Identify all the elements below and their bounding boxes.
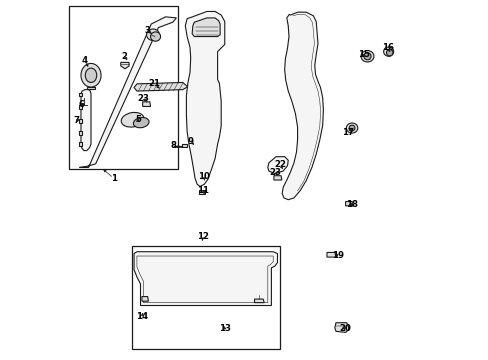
Text: 15: 15 — [357, 50, 369, 59]
Text: 3: 3 — [143, 26, 150, 35]
Text: 20: 20 — [339, 324, 351, 333]
Text: 8: 8 — [170, 141, 176, 150]
Ellipse shape — [81, 63, 101, 87]
Polygon shape — [182, 144, 187, 147]
Text: 9: 9 — [187, 137, 193, 146]
Polygon shape — [345, 202, 352, 206]
Polygon shape — [86, 87, 95, 89]
Polygon shape — [134, 252, 277, 306]
Text: 19: 19 — [331, 251, 343, 260]
Ellipse shape — [346, 123, 357, 133]
Text: 23: 23 — [269, 168, 281, 177]
Polygon shape — [79, 119, 81, 123]
Polygon shape — [79, 131, 81, 135]
Polygon shape — [273, 176, 281, 180]
Polygon shape — [79, 105, 81, 109]
Text: 4: 4 — [81, 56, 88, 65]
Text: 22: 22 — [274, 161, 286, 170]
Text: 18: 18 — [346, 200, 357, 209]
Text: 7: 7 — [73, 116, 79, 125]
Text: 16: 16 — [381, 43, 393, 52]
Text: 12: 12 — [196, 232, 208, 241]
Text: 2: 2 — [121, 52, 127, 61]
Ellipse shape — [363, 53, 370, 60]
Polygon shape — [142, 102, 150, 107]
Text: 1: 1 — [110, 174, 116, 183]
Ellipse shape — [360, 50, 373, 62]
Text: 21: 21 — [148, 80, 160, 89]
Polygon shape — [134, 82, 187, 91]
Text: 11: 11 — [197, 185, 209, 194]
Polygon shape — [79, 93, 81, 96]
Polygon shape — [254, 299, 264, 303]
Ellipse shape — [150, 32, 160, 41]
Polygon shape — [80, 17, 176, 167]
Ellipse shape — [133, 117, 149, 128]
Text: 13: 13 — [218, 324, 230, 333]
Polygon shape — [192, 18, 220, 37]
Polygon shape — [267, 157, 287, 174]
Polygon shape — [81, 90, 91, 150]
Text: 17: 17 — [342, 128, 354, 137]
Text: 5: 5 — [136, 114, 142, 123]
Polygon shape — [185, 12, 224, 186]
Polygon shape — [79, 142, 81, 145]
Ellipse shape — [348, 125, 354, 131]
Polygon shape — [121, 62, 129, 69]
Ellipse shape — [383, 47, 393, 56]
Ellipse shape — [386, 49, 392, 56]
Polygon shape — [198, 190, 204, 194]
Ellipse shape — [146, 29, 159, 41]
Text: 14: 14 — [136, 312, 148, 321]
Text: 6: 6 — [78, 100, 84, 109]
Polygon shape — [334, 323, 348, 332]
Text: 10: 10 — [198, 172, 210, 181]
Polygon shape — [326, 252, 335, 257]
Ellipse shape — [121, 112, 143, 127]
Text: 23: 23 — [137, 94, 149, 103]
Polygon shape — [142, 297, 148, 301]
Polygon shape — [282, 12, 323, 200]
Ellipse shape — [85, 68, 97, 82]
